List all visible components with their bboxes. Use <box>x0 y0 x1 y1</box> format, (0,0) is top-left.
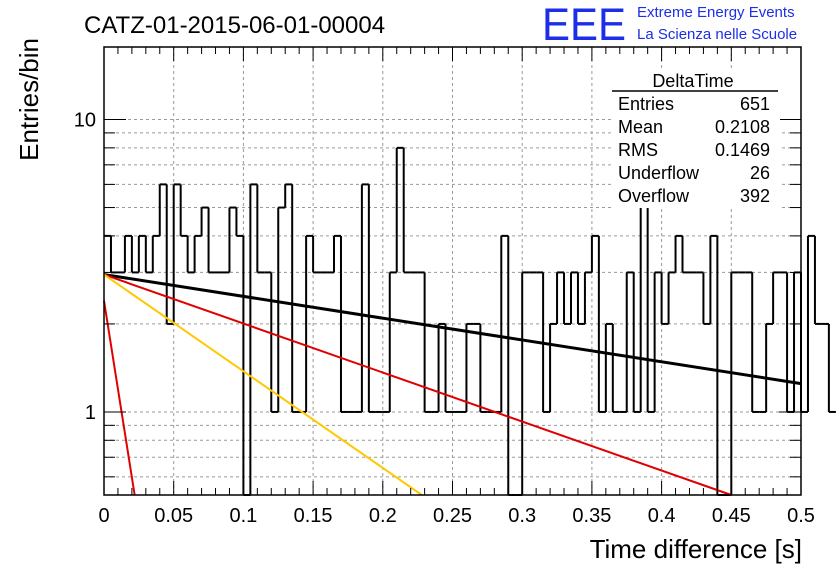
eee-logo-line2: La Scienza nelle Scuole <box>637 26 797 43</box>
eee-logo-mark: EEE <box>542 0 626 50</box>
stats-row-value: 26 <box>750 163 770 183</box>
stats-box: DeltaTime Entries 651 Mean 0.2108 RMS 0.1469 U… <box>612 68 780 208</box>
eee-logo: EEE Extreme Energy Events La Scienza nel… <box>542 0 797 50</box>
fit-curve <box>103 273 802 386</box>
x-tick-label: 0.45 <box>712 505 751 527</box>
tick-labels: 0 0.05 0.1 0.15 0.2 0.25 0.3 0.35 0.4 0.45 0.5 1 10 <box>74 110 815 527</box>
stats-row-label: Underflow <box>618 163 700 183</box>
fit-curve <box>103 273 423 496</box>
stats-row-label: RMS <box>618 140 658 160</box>
stats-title: DeltaTime <box>652 71 733 91</box>
x-tick-label: 0.1 <box>229 505 257 527</box>
x-tick-label: 0.5 <box>787 505 815 527</box>
fit-curves <box>103 273 802 496</box>
x-tick-label: 0.4 <box>648 505 676 527</box>
eee-logo-line1: Extreme Energy Events <box>637 4 795 21</box>
stats-row-label: Overflow <box>618 186 690 206</box>
x-tick-label: 0.15 <box>294 505 333 527</box>
x-tick-label: 0.35 <box>572 505 611 527</box>
stats-row-value: 392 <box>740 186 770 206</box>
y-tick-label: 10 <box>74 110 96 132</box>
x-axis-label: Time difference [s] <box>590 534 802 564</box>
x-tick-label: 0 <box>98 505 109 527</box>
y-axis-label: Entries/bin <box>14 38 44 161</box>
plot-title: CATZ-01-2015-06-01-00004 <box>84 12 385 39</box>
stats-row-label: Mean <box>618 117 663 137</box>
x-tick-label: 0.3 <box>508 505 536 527</box>
fit-curve <box>103 300 136 496</box>
axis-ticks <box>103 47 802 495</box>
y-tick-label: 1 <box>85 402 96 424</box>
stats-row-label: Entries <box>618 94 674 114</box>
stats-row-value: 0.1469 <box>715 140 770 160</box>
x-tick-label: 0.25 <box>433 505 472 527</box>
fit-curve <box>103 273 732 496</box>
stats-row-value: 651 <box>740 94 770 114</box>
x-tick-label: 0.05 <box>154 505 193 527</box>
x-tick-label: 0.2 <box>369 505 397 527</box>
stats-row-value: 0.2108 <box>715 117 770 137</box>
